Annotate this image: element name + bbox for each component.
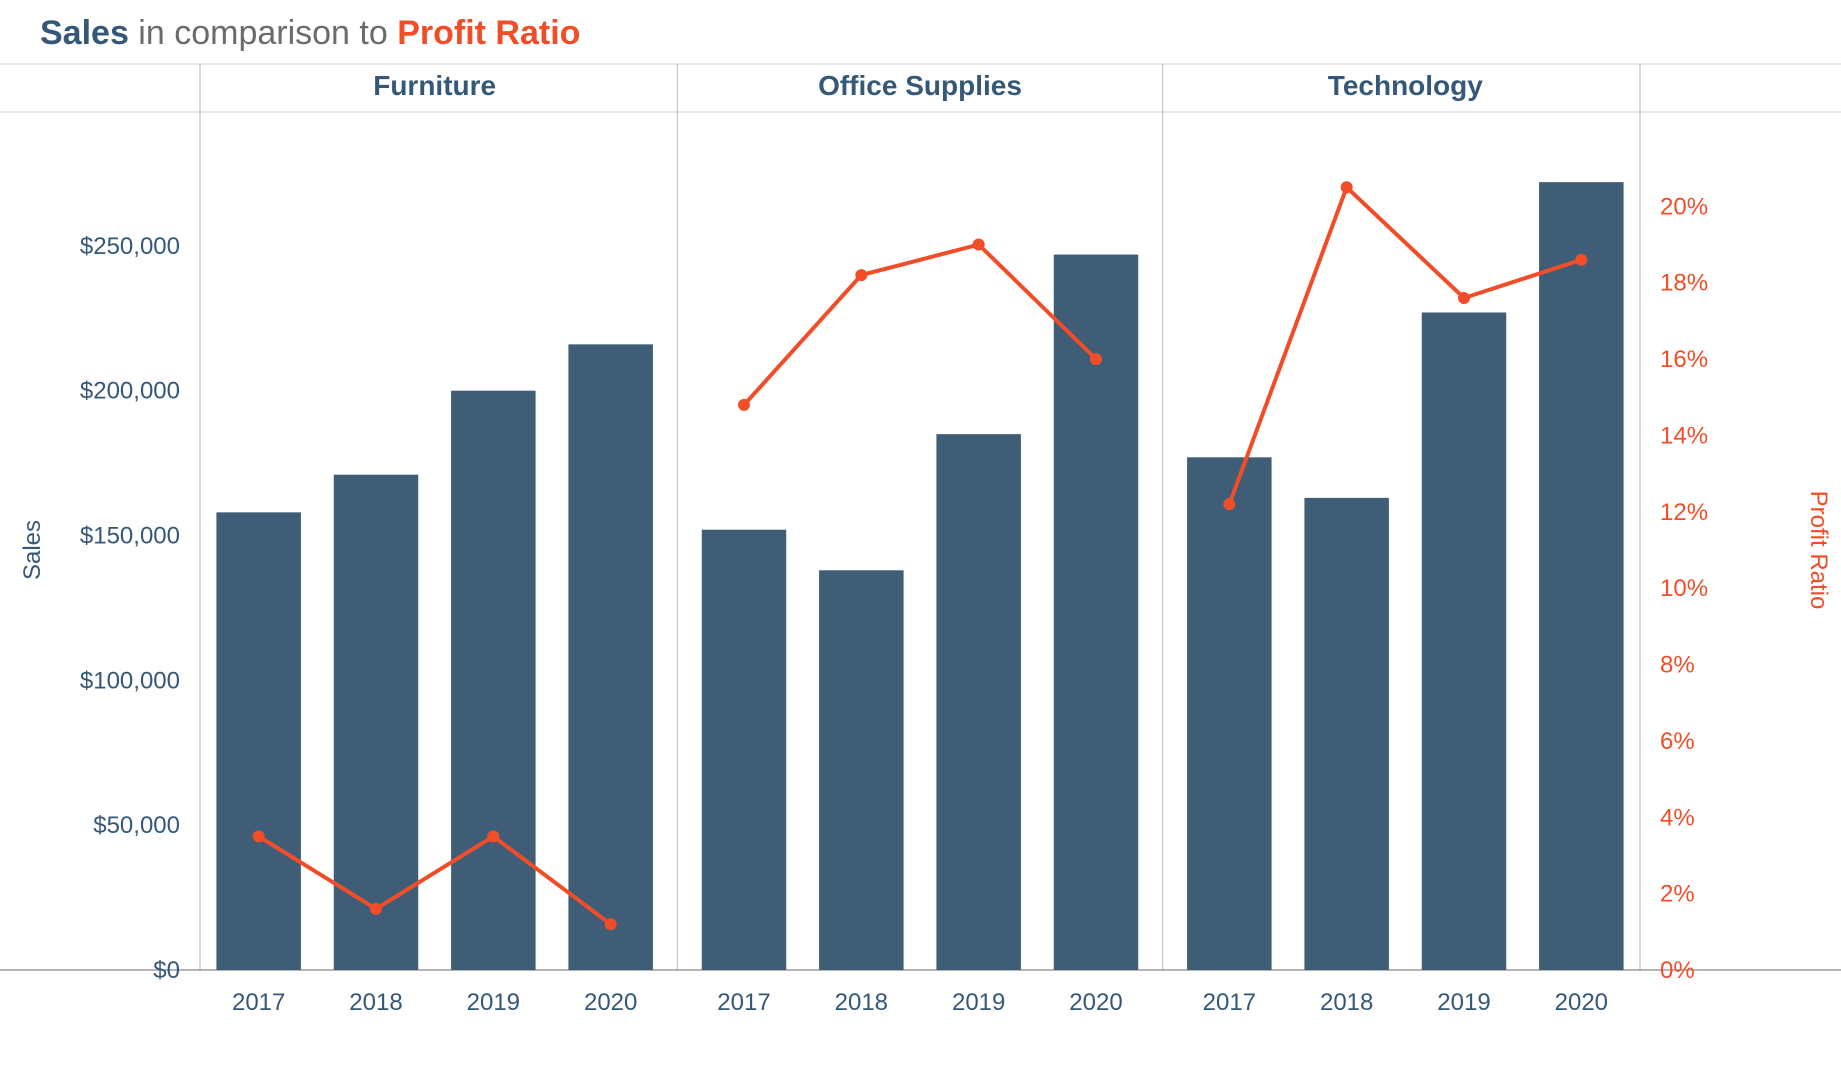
- x-tick-1-2: 2019: [952, 989, 1005, 1016]
- y-left-tick-2: $100,000: [80, 667, 180, 694]
- y-right-tick-4: 8%: [1660, 652, 1695, 679]
- profit-line-0: [259, 836, 611, 924]
- x-tick-1-1: 2018: [835, 989, 888, 1016]
- profit-point-0-0: [253, 830, 265, 842]
- panel-header-1: Office Supplies: [818, 70, 1022, 101]
- bar-1-0: [702, 530, 786, 970]
- y-right-tick-0: 0%: [1660, 957, 1695, 984]
- y-right-tick-9: 18%: [1660, 270, 1708, 297]
- chart-svg: Sales in comparison to Profit Ratio $0 $50…: [0, 0, 1841, 1086]
- profit-point-2-1: [1341, 181, 1353, 193]
- y-right-tick-2: 4%: [1660, 804, 1695, 831]
- y-right-tick-6: 12%: [1660, 499, 1708, 526]
- title-profit-word: Profit Ratio: [397, 14, 580, 52]
- profit-point-0-1: [370, 903, 382, 915]
- bar-0-1: [334, 475, 418, 970]
- title-mid-text: in comparison to: [129, 14, 397, 52]
- panel-header-2: Technology: [1328, 70, 1483, 101]
- y-right-tick-7: 14%: [1660, 422, 1708, 449]
- profit-point-0-3: [605, 918, 617, 930]
- x-tick-0-2: 2019: [467, 989, 520, 1016]
- profit-point-1-2: [973, 239, 985, 251]
- y-right-tick-10: 20%: [1660, 193, 1708, 220]
- y-left-tick-5: $250,000: [80, 233, 180, 260]
- x-tick-0-1: 2018: [349, 989, 402, 1016]
- x-tick-0-0: 2017: [232, 989, 285, 1016]
- profit-point-2-2: [1458, 292, 1470, 304]
- bar-1-2: [936, 434, 1020, 970]
- x-tick-1-0: 2017: [717, 989, 770, 1016]
- title-sales-word: Sales: [40, 14, 129, 52]
- profit-point-0-2: [487, 830, 499, 842]
- bar-2-3: [1539, 182, 1623, 970]
- x-tick-2-0: 2017: [1203, 989, 1256, 1016]
- y-right-tick-1: 2%: [1660, 881, 1695, 908]
- x-tick-1-3: 2020: [1069, 989, 1122, 1016]
- bar-0-3: [568, 344, 652, 970]
- profit-line-1: [744, 245, 1096, 405]
- x-tick-2-1: 2018: [1320, 989, 1373, 1016]
- bar-2-2: [1422, 312, 1506, 970]
- x-tick-0-3: 2020: [584, 989, 637, 1016]
- y-right-tick-8: 16%: [1660, 346, 1708, 373]
- y-left-tick-3: $150,000: [80, 523, 180, 550]
- profit-line-2: [1229, 187, 1581, 504]
- y-left-tick-1: $50,000: [93, 812, 180, 839]
- x-tick-2-3: 2020: [1555, 989, 1608, 1016]
- y-right-tick-3: 6%: [1660, 728, 1695, 755]
- bar-1-1: [819, 570, 903, 970]
- profit-point-2-3: [1575, 254, 1587, 266]
- profit-point-2-0: [1223, 498, 1235, 510]
- panel-header-0: Furniture: [373, 70, 496, 101]
- bar-2-1: [1304, 498, 1388, 970]
- y-right-title: Profit Ratio: [1805, 491, 1832, 610]
- bar-2-0: [1187, 457, 1271, 970]
- chart-container: Sales in comparison to Profit Ratio $0 $50…: [0, 0, 1841, 1086]
- x-tick-2-2: 2019: [1437, 989, 1490, 1016]
- bar-0-0: [216, 512, 300, 970]
- y-left-title: Sales: [19, 520, 46, 580]
- chart-title: Sales in comparison to Profit Ratio: [40, 14, 580, 52]
- profit-point-1-3: [1090, 353, 1102, 365]
- bar-0-2: [451, 391, 535, 970]
- y-left-tick-4: $200,000: [80, 378, 180, 405]
- y-right-tick-5: 10%: [1660, 575, 1708, 602]
- y-left-tick-0: $0: [153, 957, 180, 984]
- profit-point-1-0: [738, 399, 750, 411]
- profit-point-1-1: [855, 269, 867, 281]
